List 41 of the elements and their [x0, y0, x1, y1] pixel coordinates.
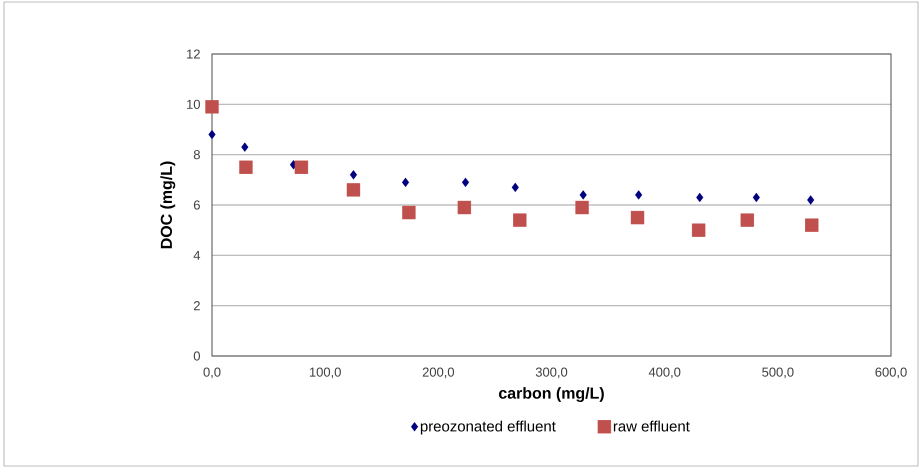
point: [752, 192, 760, 202]
point: [346, 183, 360, 197]
point: [402, 206, 416, 220]
point: [513, 213, 527, 227]
point: [575, 200, 589, 214]
point: [740, 213, 754, 227]
point: [205, 100, 219, 114]
point: [350, 170, 358, 180]
x-tick-label: 300,0: [536, 368, 568, 378]
y-tick-label: 6: [194, 200, 200, 210]
y-tick-label: 10: [187, 100, 200, 109]
x-tick-label: 600,0: [875, 368, 907, 378]
x-axis-title: carbon (mg/L): [499, 387, 604, 402]
point: [696, 192, 704, 202]
y-axis-title: DOC (mg/L): [160, 162, 176, 248]
legend-label: raw effluent: [614, 420, 690, 432]
x-tick-label: 100,0: [310, 368, 341, 378]
y-tick-label: 4: [194, 250, 200, 260]
point: [580, 190, 587, 200]
point: [458, 200, 472, 214]
x-tick-label: 500,0: [762, 368, 794, 378]
point: [635, 190, 642, 200]
y-tick-label: 0: [194, 351, 200, 361]
x-tick-label: 0,0: [204, 368, 221, 378]
legend-label: preozonated effluent: [420, 420, 556, 435]
point: [208, 130, 216, 140]
point: [805, 218, 818, 232]
point: [239, 160, 253, 174]
x-tick-label: 400,0: [648, 368, 680, 378]
point: [402, 178, 410, 188]
point: [630, 210, 644, 224]
x-tick-label: 200,0: [422, 368, 454, 378]
y-tick-label: 12: [187, 49, 200, 59]
point: [692, 223, 706, 237]
y-tick-label: 2: [194, 301, 200, 310]
point: [294, 160, 308, 174]
point: [462, 178, 470, 188]
point: [512, 182, 519, 192]
point: [241, 142, 248, 152]
point: [807, 195, 814, 205]
y-tick-label: 8: [194, 150, 200, 160]
